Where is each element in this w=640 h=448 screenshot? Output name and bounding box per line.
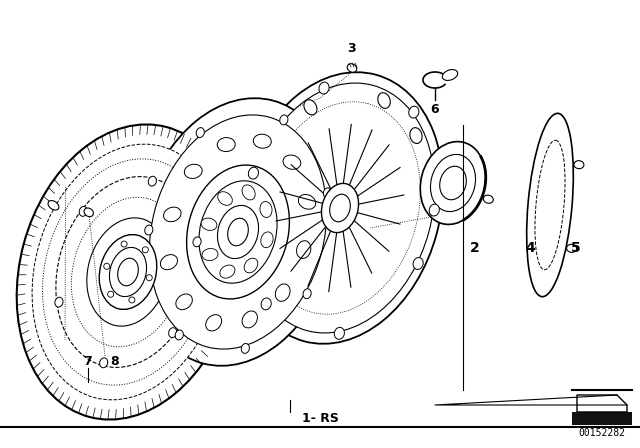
Ellipse shape <box>56 177 200 367</box>
Ellipse shape <box>237 72 443 344</box>
Text: 4: 4 <box>525 241 535 255</box>
Ellipse shape <box>199 181 277 283</box>
Ellipse shape <box>184 164 202 178</box>
Ellipse shape <box>55 297 63 307</box>
Ellipse shape <box>253 134 271 148</box>
Ellipse shape <box>330 194 350 222</box>
Ellipse shape <box>109 247 147 297</box>
Text: 5: 5 <box>571 241 581 255</box>
Ellipse shape <box>241 344 250 353</box>
Ellipse shape <box>298 194 316 209</box>
Ellipse shape <box>378 93 390 108</box>
Ellipse shape <box>196 128 204 138</box>
Ellipse shape <box>248 167 259 179</box>
Polygon shape <box>577 395 627 412</box>
Ellipse shape <box>118 258 138 286</box>
Text: 8: 8 <box>111 355 119 368</box>
Ellipse shape <box>420 142 486 224</box>
Ellipse shape <box>321 183 358 233</box>
Text: 3: 3 <box>348 42 356 55</box>
Ellipse shape <box>169 327 177 338</box>
Text: 6: 6 <box>431 103 439 116</box>
Ellipse shape <box>242 185 255 200</box>
Ellipse shape <box>193 237 201 247</box>
Ellipse shape <box>71 197 185 347</box>
Ellipse shape <box>280 115 288 125</box>
Ellipse shape <box>261 232 273 248</box>
Ellipse shape <box>148 176 156 186</box>
Ellipse shape <box>121 241 127 247</box>
Ellipse shape <box>319 82 329 94</box>
Ellipse shape <box>410 128 422 143</box>
Ellipse shape <box>275 284 290 302</box>
Ellipse shape <box>147 275 152 281</box>
Ellipse shape <box>137 98 339 366</box>
Ellipse shape <box>218 206 259 258</box>
Ellipse shape <box>84 208 93 217</box>
Ellipse shape <box>161 254 177 270</box>
Ellipse shape <box>261 298 271 310</box>
Ellipse shape <box>323 188 332 198</box>
Ellipse shape <box>205 314 221 331</box>
Ellipse shape <box>79 207 87 216</box>
Ellipse shape <box>304 100 317 115</box>
Ellipse shape <box>244 258 258 273</box>
Ellipse shape <box>260 202 272 217</box>
Ellipse shape <box>100 358 108 368</box>
Ellipse shape <box>566 244 577 252</box>
Ellipse shape <box>283 155 301 169</box>
Ellipse shape <box>527 113 573 297</box>
Ellipse shape <box>201 218 217 230</box>
Ellipse shape <box>574 161 584 169</box>
Ellipse shape <box>242 311 257 328</box>
Ellipse shape <box>187 165 289 299</box>
Ellipse shape <box>260 102 420 314</box>
Ellipse shape <box>442 69 458 81</box>
Ellipse shape <box>409 106 419 118</box>
Ellipse shape <box>108 291 114 297</box>
Ellipse shape <box>303 289 311 299</box>
Ellipse shape <box>296 241 311 258</box>
Text: 00152282: 00152282 <box>579 428 625 438</box>
Ellipse shape <box>217 138 236 151</box>
Text: 1- RS: 1- RS <box>302 412 339 425</box>
Ellipse shape <box>228 218 248 246</box>
Ellipse shape <box>429 204 439 216</box>
Ellipse shape <box>483 195 493 203</box>
Ellipse shape <box>413 258 423 269</box>
Ellipse shape <box>104 263 109 269</box>
Ellipse shape <box>149 115 326 349</box>
Ellipse shape <box>48 201 59 210</box>
Ellipse shape <box>202 249 218 261</box>
Ellipse shape <box>175 330 183 340</box>
Text: 2: 2 <box>470 241 480 255</box>
Ellipse shape <box>245 83 435 333</box>
Ellipse shape <box>218 192 232 205</box>
Ellipse shape <box>176 294 193 310</box>
Ellipse shape <box>129 297 135 303</box>
Ellipse shape <box>535 140 565 270</box>
Ellipse shape <box>431 155 476 211</box>
Ellipse shape <box>348 64 356 72</box>
Ellipse shape <box>142 247 148 253</box>
Ellipse shape <box>440 166 467 200</box>
Ellipse shape <box>87 218 169 326</box>
Ellipse shape <box>220 265 235 278</box>
Ellipse shape <box>145 225 153 235</box>
Ellipse shape <box>99 235 157 310</box>
Ellipse shape <box>164 207 181 222</box>
Ellipse shape <box>32 144 224 400</box>
Ellipse shape <box>17 125 239 420</box>
Ellipse shape <box>334 327 344 339</box>
Bar <box>572 412 632 425</box>
Ellipse shape <box>42 159 214 385</box>
Text: 7: 7 <box>84 355 92 368</box>
